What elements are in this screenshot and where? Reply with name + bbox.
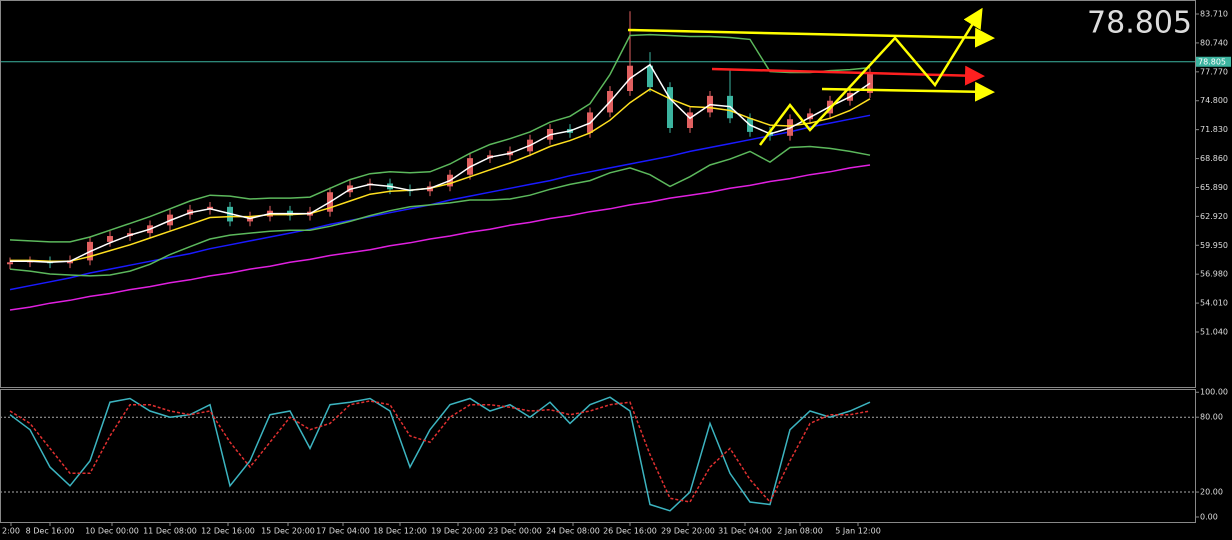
- indicator-line: [9, 114, 871, 291]
- x-tick-label: 5 Jan 12:00: [835, 527, 881, 536]
- x-tick-label: 2:00: [2, 527, 20, 536]
- y-tick-label: 54.010: [1200, 299, 1228, 308]
- indicator-line: [9, 33, 871, 243]
- candle-body: [807, 113, 813, 120]
- price-panel: 83.710 80.740 77.770 74.800 71.830 68.860 65.8…: [0, 10, 1231, 337]
- y-tick-label: 56.980: [1200, 270, 1228, 279]
- y-tick-label: 51.040: [1200, 328, 1228, 337]
- candle-body: [107, 236, 113, 242]
- x-tick-label: 29 Dec 20:00: [661, 527, 715, 536]
- support-arrow: [821, 81, 995, 102]
- current-price-big: 78.805: [1087, 6, 1192, 41]
- x-tick-label: 12 Dec 16:00: [201, 527, 255, 536]
- y-tick-label: 59.950: [1200, 241, 1228, 250]
- y-tick-label: 74.800: [1200, 96, 1228, 105]
- y-tick-label: 80.740: [1200, 38, 1228, 47]
- indicator-line: [10, 63, 871, 264]
- y-tick-label: 62.920: [1200, 212, 1228, 221]
- price-tag-label: 78.805: [1198, 57, 1226, 66]
- x-tick-label: 18 Dec 12:00: [373, 527, 427, 536]
- candle-body: [647, 65, 653, 88]
- oscillator-frame: [0, 389, 1196, 523]
- candle-body: [687, 112, 693, 128]
- candle-body: [7, 262, 13, 265]
- indicator-line: [10, 88, 871, 263]
- y-tick-label: 68.860: [1200, 154, 1228, 163]
- y-tick-label: 71.830: [1200, 125, 1228, 134]
- resistance-arrow: [627, 27, 995, 48]
- x-tick-label: 11 Dec 08:00: [143, 527, 197, 536]
- y-tick-label: 80.00: [1200, 413, 1223, 422]
- price-tag: [1195, 56, 1231, 67]
- y-tick-label: 0.00: [1200, 513, 1218, 522]
- x-tick-label: 24 Dec 08:00: [546, 527, 600, 536]
- x-tick-label: 10 Dec 00:00: [85, 527, 139, 536]
- x-tick-label: 15 Dec 20:00: [261, 527, 315, 536]
- indicator-line: [9, 164, 871, 311]
- oscillator-panel: 100.00 80.00 20.00 0.00: [0, 388, 1228, 522]
- zigzag-arrow: [759, 7, 983, 146]
- y-tick-label: 77.770: [1200, 67, 1228, 76]
- indicator-line: [9, 400, 871, 504]
- red-arrow: [711, 65, 985, 86]
- x-tick-label: 19 Dec 20:00: [431, 527, 485, 536]
- x-tick-label: 23 Dec 00:00: [488, 527, 542, 536]
- indicator-line: [9, 145, 871, 277]
- x-tick-label: 26 Dec 16:00: [603, 527, 657, 536]
- x-tick-label: 17 Dec 04:00: [316, 527, 370, 536]
- annotations: [627, 7, 995, 146]
- candle-body: [667, 87, 673, 128]
- y-tick-label: 65.890: [1200, 183, 1228, 192]
- y-tick-label: 83.710: [1200, 10, 1228, 19]
- x-tick-label: 31 Dec 04:00: [718, 527, 772, 536]
- x-tick-label: 8 Dec 16:00: [26, 527, 75, 536]
- indicator-line: [9, 396, 871, 512]
- y-tick-label: 20.00: [1200, 488, 1223, 497]
- price-frame: [0, 0, 1196, 388]
- y-tick-label: 100.00: [1200, 388, 1228, 397]
- x-tick-label: 2 Jan 08:00: [777, 527, 823, 536]
